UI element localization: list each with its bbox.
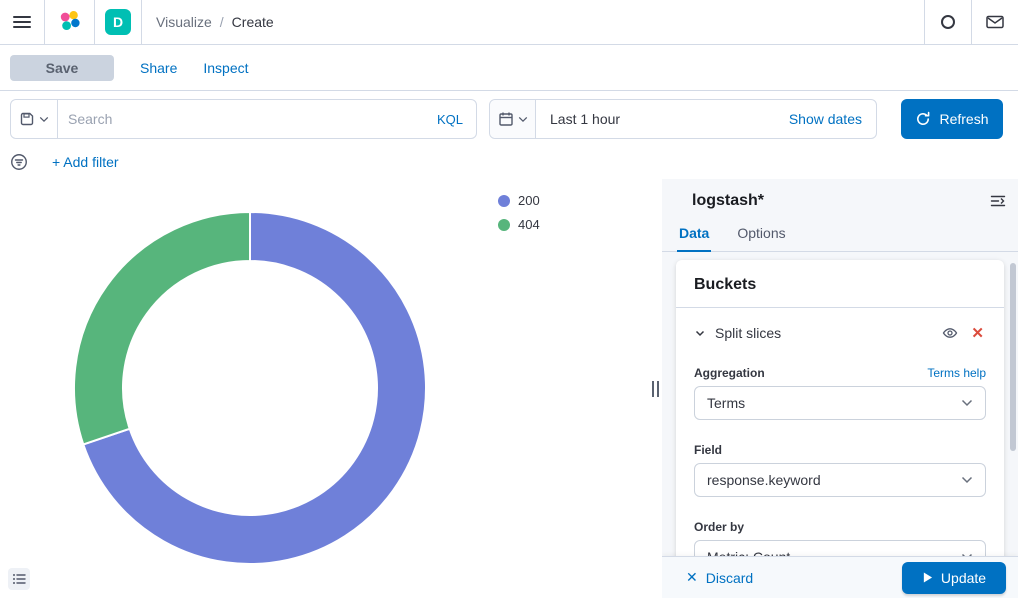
search-group: KQL (10, 99, 477, 139)
discard-label: Discard (705, 569, 754, 586)
aggregation-value: Terms (707, 395, 746, 411)
donut-chart (73, 210, 427, 565)
close-icon: ✕ (686, 569, 698, 585)
share-button[interactable]: Share (140, 59, 178, 76)
time-range-value[interactable]: Last 1 hour (550, 111, 621, 127)
date-quick-menu-button[interactable] (490, 100, 536, 138)
help-button[interactable] (924, 0, 971, 44)
filter-bar: + Add filter (0, 145, 1018, 179)
update-button[interactable]: Update (902, 561, 1006, 594)
calendar-icon (498, 112, 513, 126)
elastic-logo-icon (60, 11, 80, 30)
breadcrumb-visualize[interactable]: Visualize (156, 14, 212, 30)
refresh-button[interactable]: Refresh (901, 99, 1003, 139)
eye-icon (943, 328, 958, 338)
saved-query-icon (20, 112, 34, 126)
legend-label-200: 200 (518, 193, 540, 208)
buckets-card: Buckets Split slices ✕ (676, 260, 1004, 590)
newsfeed-button[interactable] (971, 0, 1018, 44)
panel-resize-handle[interactable] (652, 381, 659, 397)
order-by-label: Order by (694, 520, 745, 534)
inspect-button[interactable]: Inspect (203, 59, 249, 76)
panel-tabs: Data Options (662, 219, 1018, 252)
close-icon: ✕ (971, 324, 984, 342)
buckets-heading: Buckets (694, 276, 757, 293)
add-filter-button[interactable]: + Add filter (52, 154, 119, 170)
sidebar-header: logstash* (662, 179, 1018, 219)
sidebar-footer: ✕ Discard Update (662, 556, 1018, 598)
refresh-icon (917, 111, 930, 125)
pie-slice-200[interactable] (82, 210, 427, 565)
tab-data[interactable]: Data (677, 219, 712, 252)
discard-button[interactable]: ✕ Discard (686, 569, 753, 586)
top-header: D Visualize / Create (0, 0, 1018, 45)
hamburger-icon (13, 13, 31, 31)
elastic-logo[interactable] (45, 0, 95, 44)
field-value: response.keyword (707, 472, 821, 488)
space-badge: D (105, 9, 131, 35)
scrollbar-thumb[interactable] (1010, 263, 1016, 451)
show-dates-button[interactable]: Show dates (789, 111, 876, 127)
toggle-visibility-button[interactable] (940, 323, 960, 343)
query-language-button[interactable]: KQL (424, 112, 476, 127)
chevron-down-icon (518, 116, 527, 122)
remove-bucket-button[interactable]: ✕ (969, 324, 986, 343)
field-select[interactable]: response.keyword (694, 463, 986, 497)
legend-dot-200 (498, 194, 510, 207)
saved-query-menu-button[interactable] (11, 100, 58, 138)
divider (676, 307, 1004, 308)
split-slices-label: Split slices (715, 325, 782, 341)
index-pattern-title: logstash* (692, 192, 765, 209)
save-button[interactable]: Save (10, 54, 114, 81)
breadcrumb-create: Create (231, 14, 274, 30)
space-selector[interactable]: D (95, 0, 142, 44)
refresh-label: Refresh (939, 111, 989, 127)
editor-sidebar: logstash* Data Options Buckets (662, 179, 1018, 598)
date-picker: Last 1 hour Show dates (489, 99, 877, 139)
update-label: Update (940, 569, 987, 586)
collapse-sidebar-button[interactable] (990, 193, 1006, 209)
legend-label-404: 404 (518, 217, 540, 232)
chevron-down-icon (695, 330, 705, 337)
search-input[interactable] (58, 100, 424, 138)
legend-item-200[interactable]: 200 (498, 193, 540, 208)
chevron-down-icon (961, 476, 973, 484)
play-icon (923, 572, 933, 583)
chart-area: 200 404 (0, 179, 662, 598)
legend-toggle-button[interactable] (8, 568, 30, 590)
chart-legend: 200 404 (498, 193, 540, 232)
legend-dot-404 (498, 218, 510, 231)
toolbar: Save Share Inspect (0, 45, 1018, 91)
aggregation-label-row: Aggregation Terms help (694, 366, 986, 380)
split-slices-row[interactable]: Split slices ✕ (694, 321, 986, 345)
legend-item-404[interactable]: 404 (498, 217, 540, 232)
menu-button[interactable] (0, 0, 45, 44)
query-bar: KQL Last 1 hour Show dates Refresh (0, 91, 1018, 145)
field-label: Field (694, 443, 723, 457)
list-icon (13, 574, 26, 584)
help-icon (941, 15, 955, 29)
chevron-down-icon (39, 116, 49, 122)
mail-icon (986, 15, 1004, 29)
collapse-sidebar-icon (990, 195, 1006, 207)
main-content: 200 404 logstash* (0, 179, 1018, 598)
aggregation-label: Aggregation (694, 366, 765, 380)
chevron-down-icon (961, 399, 973, 407)
pie-slice-404[interactable] (73, 210, 251, 446)
aggregation-select[interactable]: Terms (694, 386, 986, 420)
tab-options[interactable]: Options (737, 225, 786, 241)
filter-menu-button[interactable] (10, 153, 28, 171)
breadcrumb: Visualize / Create (142, 0, 924, 44)
filter-icon (11, 154, 27, 170)
breadcrumb-separator: / (219, 14, 224, 30)
terms-help-link[interactable]: Terms help (927, 366, 986, 380)
